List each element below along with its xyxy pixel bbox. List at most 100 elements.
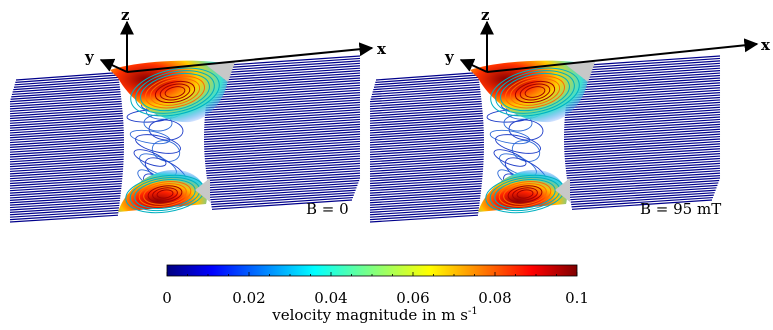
streamline — [369, 105, 483, 115]
colorbar-tick-label: 0.1 — [565, 289, 589, 307]
streamline — [9, 105, 123, 115]
streamline — [207, 84, 361, 97]
streamline — [204, 150, 361, 162]
upper-vortex-line — [154, 80, 196, 104]
streamline — [369, 180, 483, 189]
streamline — [9, 199, 120, 209]
streamline — [369, 187, 482, 197]
streamline — [567, 170, 721, 182]
streamline — [9, 119, 124, 129]
streamline — [210, 65, 361, 77]
streamline — [9, 136, 124, 146]
streamline — [204, 104, 361, 116]
streamline — [203, 126, 361, 138]
upper-vortex-line — [159, 83, 191, 101]
colorbar-tick-label: 0.02 — [232, 289, 265, 307]
lower-vortex-line — [512, 187, 538, 201]
streamline — [15, 74, 119, 84]
streamline — [369, 148, 484, 158]
vortex-loop — [129, 129, 171, 145]
streamline — [369, 202, 480, 211]
streamline — [206, 167, 361, 179]
streamline — [9, 144, 125, 153]
streamline — [369, 170, 483, 180]
streamline — [571, 196, 713, 208]
streamline — [565, 99, 721, 111]
streamline — [564, 118, 721, 131]
streamline — [210, 62, 361, 75]
streamline — [372, 83, 480, 93]
vortex-loop — [508, 119, 544, 141]
upper-vortex-line — [524, 86, 546, 98]
streamline — [564, 143, 721, 155]
streamline — [205, 96, 361, 109]
lower-vortex-line — [143, 183, 187, 205]
streamline — [9, 212, 119, 221]
streamline — [369, 214, 479, 223]
streamline — [569, 184, 718, 196]
lower-vortex-line — [498, 181, 552, 207]
streamline — [568, 74, 721, 87]
colorbar-title-exponent: -1 — [467, 306, 478, 317]
x-axis-arrow-right — [486, 38, 759, 73]
streamline — [9, 139, 125, 148]
streamline — [9, 175, 123, 185]
streamline — [11, 86, 120, 96]
streamline — [369, 195, 481, 204]
streamline — [369, 139, 485, 148]
vortex-loop — [133, 149, 167, 167]
streamline — [206, 89, 361, 102]
streamline — [369, 153, 484, 163]
z-axis-label-right: z — [481, 6, 490, 24]
streamline — [15, 71, 119, 81]
streamline — [11, 88, 121, 98]
upper-vortex-line — [164, 86, 186, 98]
streamline — [564, 148, 721, 160]
streamline — [567, 79, 721, 92]
streamline — [207, 79, 361, 92]
streamline — [205, 155, 361, 167]
streamline — [569, 182, 719, 194]
vortex-loop — [489, 129, 531, 145]
streamline — [369, 212, 479, 221]
streamline — [374, 76, 479, 86]
streamline — [207, 170, 361, 182]
streamline — [9, 180, 123, 189]
streamline — [565, 96, 721, 109]
streamline — [204, 143, 361, 155]
streamline — [369, 204, 480, 213]
streamline — [369, 129, 484, 139]
streamline — [564, 106, 721, 119]
streamline — [369, 136, 484, 146]
streamline — [203, 131, 361, 143]
streamline — [13, 79, 119, 88]
streamline — [370, 91, 481, 100]
streamline — [9, 202, 120, 211]
upper-vortex-line — [130, 67, 220, 117]
upper-vortex-line — [514, 80, 556, 104]
streamline — [205, 101, 361, 114]
streamline — [565, 155, 721, 167]
streamline — [9, 195, 121, 204]
upper-vortex-line — [144, 75, 206, 109]
streamline — [9, 129, 124, 139]
streamline — [14, 76, 119, 86]
streamline — [204, 138, 361, 150]
streamline — [564, 133, 721, 145]
streamline — [204, 109, 361, 121]
streamline — [204, 116, 361, 128]
streamline — [571, 60, 721, 72]
streamline — [208, 179, 360, 191]
vortex-loop — [493, 149, 527, 167]
panel-label-left: B = 0 — [306, 200, 349, 218]
streamline — [209, 182, 359, 194]
streamline — [566, 162, 721, 174]
streamline — [9, 161, 124, 170]
streamline — [570, 189, 716, 201]
y-axis-label-right: y — [444, 48, 455, 66]
streamline — [564, 104, 721, 116]
streamline — [369, 103, 482, 112]
streamline — [570, 65, 721, 77]
upper-vortex-line — [509, 78, 561, 106]
